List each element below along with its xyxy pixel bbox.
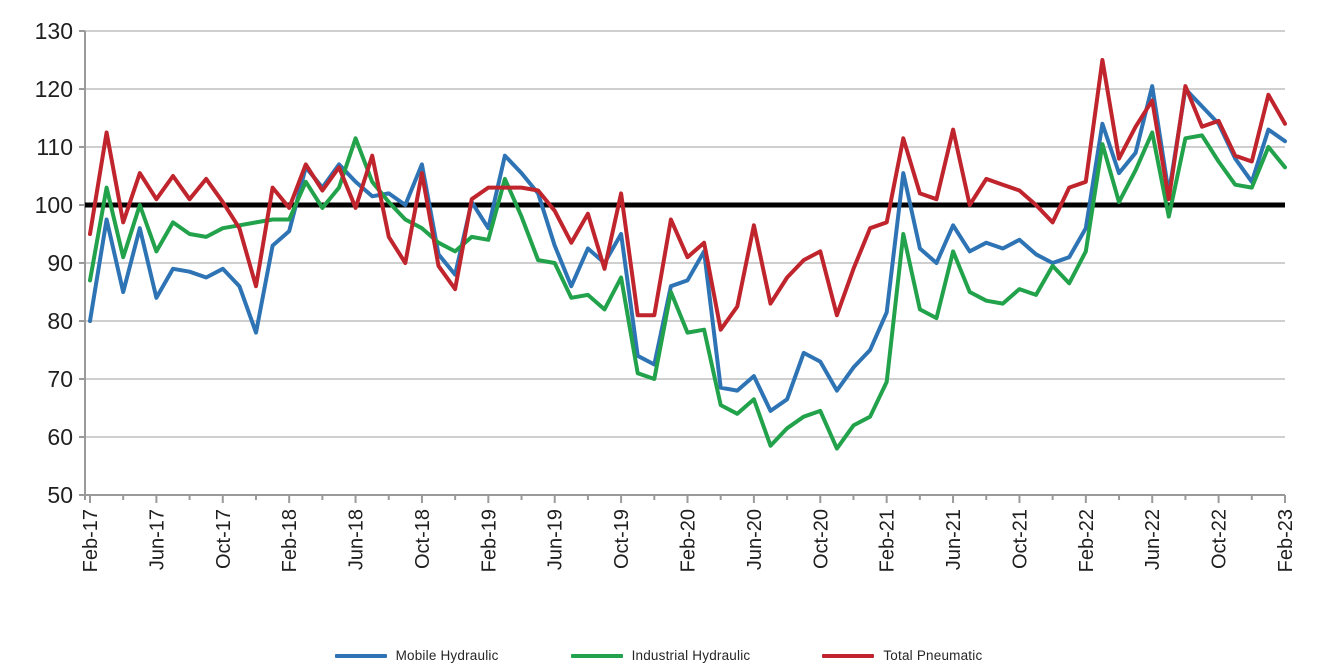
legend-item-mobile-hydraulic: Mobile Hydraulic xyxy=(334,648,499,663)
line-chart: 50 60 70 80 90 100 110 120 130 Feb-17 Jun-17 Oct-17… xyxy=(35,18,1297,572)
mobile-hydraulic-line-swatch xyxy=(334,653,387,658)
x-axis-label: Feb-22 xyxy=(1076,509,1098,572)
x-axis-label: Feb-17 xyxy=(80,509,102,572)
industrial-hydraulic-line-swatch xyxy=(570,653,623,658)
x-axis-label: Oct-21 xyxy=(1009,509,1031,569)
x-axis-label: Oct-17 xyxy=(213,509,235,569)
x-axis-label: Jun-17 xyxy=(146,509,168,570)
y-axis-label: 100 xyxy=(35,192,73,218)
total-pneumatic-line-swatch xyxy=(822,653,875,658)
line-chart-canvas: 50 60 70 80 90 100 110 120 130 Feb-17 Jun-17 Oct-17… xyxy=(35,18,1297,572)
y-axis-label: 80 xyxy=(47,308,73,334)
series-line-industrial-hydraulic xyxy=(88,130,1287,451)
series-line-mobile-hydraulic xyxy=(88,84,1287,413)
x-axis-label: Oct-20 xyxy=(810,509,832,569)
x-axis-label: Feb-23 xyxy=(1275,509,1297,572)
y-axis-label: 90 xyxy=(47,250,73,276)
y-axis-label: 110 xyxy=(36,134,73,160)
y-axis-label: 120 xyxy=(35,76,73,102)
chart-legend: Mobile Hydraulic Industrial Hydraulic To… xyxy=(0,648,1317,663)
legend-label: Industrial Hydraulic xyxy=(631,648,751,663)
y-axis-label: 50 xyxy=(47,482,73,508)
x-axis-label: Jun-21 xyxy=(943,509,965,570)
x-axis-label: Jun-19 xyxy=(545,509,567,570)
legend-label: Mobile Hydraulic xyxy=(395,648,499,663)
x-axis-label: Jun-22 xyxy=(1142,509,1164,570)
y-axis-label: 60 xyxy=(47,424,73,450)
y-axis-label: 130 xyxy=(35,18,73,44)
y-axis-label: 70 xyxy=(47,366,73,392)
x-axis-label: Feb-20 xyxy=(678,509,700,572)
x-axis-label: Feb-18 xyxy=(279,509,301,572)
x-axis-label: Feb-21 xyxy=(877,509,899,572)
x-axis-label: Oct-22 xyxy=(1209,509,1231,569)
x-axis-label: Oct-18 xyxy=(412,509,434,569)
legend-label: Total Pneumatic xyxy=(883,648,983,663)
series-line-total-pneumatic xyxy=(88,58,1287,332)
x-axis-label: Jun-20 xyxy=(744,509,766,570)
legend-item-total-pneumatic: Total Pneumatic xyxy=(822,648,982,663)
x-axis-label: Feb-19 xyxy=(478,509,500,572)
legend-item-industrial-hydraulic: Industrial Hydraulic xyxy=(570,648,751,663)
x-axis-label: Oct-19 xyxy=(611,509,633,569)
x-axis-label: Jun-18 xyxy=(346,509,368,570)
